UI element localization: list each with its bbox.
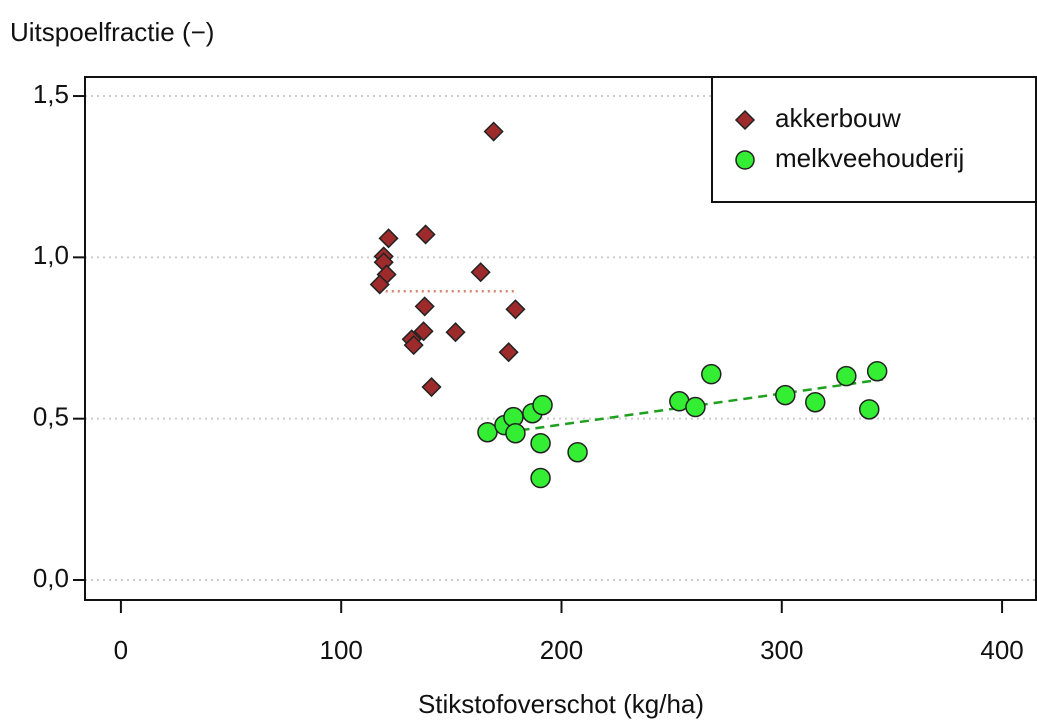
- x-tick-label: 0: [114, 635, 128, 665]
- point: [836, 365, 857, 387]
- point: [530, 467, 551, 489]
- y-axis-title: Uitspoelfractie (−): [10, 17, 214, 47]
- y-tick-label: 1,5: [33, 79, 69, 109]
- y-tick-label: 0,0: [33, 563, 69, 593]
- point: [378, 228, 399, 249]
- x-axis-title: Stikstofoverschot (kg/ha): [418, 689, 704, 719]
- point: [414, 296, 435, 317]
- point: [498, 342, 519, 363]
- point: [685, 396, 706, 418]
- point: [530, 432, 551, 454]
- point: [505, 299, 526, 320]
- point: [483, 121, 504, 142]
- point: [701, 363, 722, 385]
- point: [415, 224, 436, 245]
- point: [421, 376, 442, 398]
- x-tick-label: 200: [540, 635, 583, 665]
- point: [477, 421, 498, 443]
- legend-label: melkveehouderij: [775, 143, 964, 173]
- plot-frame: [84, 76, 1037, 601]
- point: [567, 441, 588, 463]
- legend-box: [711, 76, 1037, 203]
- point: [403, 335, 424, 356]
- y-tick-label: 0,5: [33, 402, 69, 432]
- legend-marker: [734, 109, 756, 131]
- point: [805, 391, 826, 413]
- x-tick-label: 100: [320, 635, 363, 665]
- point: [866, 360, 888, 382]
- legend-marker: [735, 150, 755, 170]
- legend-label: akkerbouw: [775, 103, 901, 133]
- point: [532, 394, 553, 416]
- y-tick-label: 1,0: [33, 240, 69, 270]
- point: [470, 262, 491, 283]
- point: [858, 399, 880, 420]
- point: [413, 321, 434, 342]
- x-tick-label: 400: [980, 635, 1023, 665]
- x-tick-label: 300: [760, 635, 803, 665]
- point: [369, 274, 390, 295]
- point: [775, 384, 796, 406]
- point: [505, 422, 526, 444]
- point: [445, 322, 466, 343]
